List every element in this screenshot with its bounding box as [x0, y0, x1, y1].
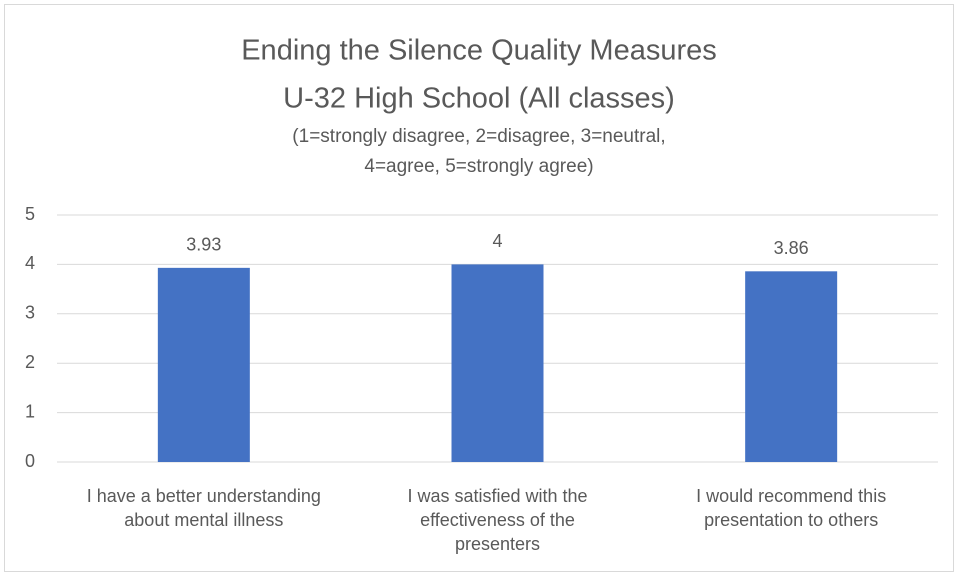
y-tick-label: 0: [25, 451, 35, 471]
x-tick-label: I would recommend this presentation to o…: [696, 486, 887, 530]
y-tick-label: 2: [25, 352, 35, 372]
x-tick-label: I have a better understanding about ment…: [86, 486, 321, 530]
x-tick-label: I was satisfied with the effectiveness o…: [407, 486, 588, 554]
y-tick-label: 5: [25, 204, 35, 224]
y-tick-label: 4: [25, 253, 35, 273]
chart-subtitle: 4=agree, 5=strongly agree): [364, 156, 593, 177]
x-tick-label-box: I would recommend this presentation to o…: [696, 486, 887, 530]
y-tick-label: 1: [25, 401, 35, 421]
chart-title: U-32 High School (All classes): [283, 83, 675, 115]
bar: [451, 264, 544, 462]
chart-title: Ending the Silence Quality Measures: [241, 35, 717, 67]
x-tick-label-box: I was satisfied with the effectiveness o…: [407, 486, 588, 554]
bar: [157, 267, 250, 462]
chart-subtitle: (1=strongly disagree, 2=disagree, 3=neut…: [292, 126, 665, 147]
data-label: 3.86: [774, 238, 809, 258]
data-label: 4: [492, 231, 502, 251]
y-tick-label: 3: [25, 303, 35, 323]
data-label: 3.93: [186, 235, 221, 255]
bar: [745, 271, 838, 462]
x-tick-label-box: I have a better understanding about ment…: [86, 486, 321, 530]
